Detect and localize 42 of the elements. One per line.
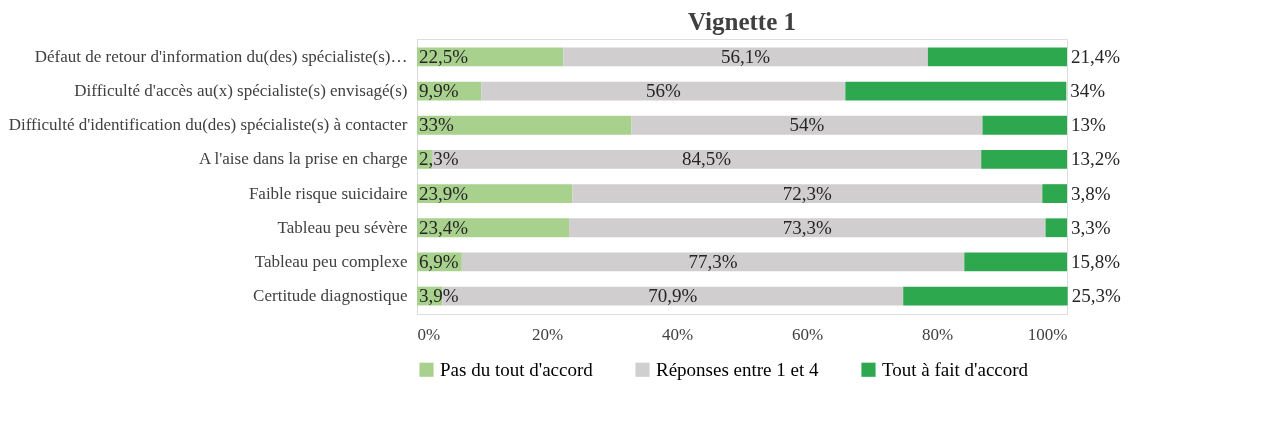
- y-tick-label: Difficulté d'identification du(des) spécialiste(s) à contacter: [8, 115, 408, 135]
- data-label: 56,1%: [721, 45, 771, 67]
- y-tick-label: Certitude diagnostique: [253, 286, 408, 306]
- data-label: 34%: [1070, 80, 1106, 102]
- x-tick-label: 0%: [417, 324, 441, 344]
- data-label: 21,4%: [1071, 45, 1121, 67]
- data-label: 23,4%: [419, 216, 469, 238]
- data-label: 3,3%: [1071, 216, 1111, 238]
- data-label: 70,9%: [648, 285, 698, 307]
- data-label: 25,3%: [1071, 285, 1121, 307]
- x-tick-label: 20%: [531, 324, 564, 344]
- legend-label: Pas du tout d'accord: [440, 358, 594, 380]
- legend-label: Réponses entre 1 et 4: [656, 358, 820, 380]
- y-tick-label: Tableau peu complexe: [254, 251, 408, 271]
- data-label: 56%: [645, 80, 681, 102]
- data-label: 22,5%: [419, 45, 469, 67]
- data-label: 54%: [789, 114, 825, 136]
- chart-title: Vignette 1: [687, 8, 797, 35]
- y-tick-label: Défaut de retour d'information du(des) spécialiste(s)…: [34, 46, 408, 66]
- x-tick-label: 60%: [791, 324, 824, 344]
- data-label: 23,9%: [419, 182, 469, 204]
- data-label: 84,5%: [682, 148, 732, 170]
- data-label: 15,8%: [1071, 250, 1121, 272]
- data-label: 13%: [1071, 114, 1106, 136]
- x-tick-label: 80%: [921, 324, 954, 344]
- y-tick-label: Tableau peu sévère: [277, 217, 408, 237]
- x-tick-label: 100%: [1027, 324, 1068, 344]
- data-label: 2,3%: [419, 148, 459, 170]
- data-label: 73,3%: [782, 216, 833, 238]
- data-label: 6,9%: [419, 250, 459, 272]
- data-label: 33%: [419, 114, 454, 136]
- x-tick-label: 40%: [661, 324, 694, 344]
- data-label: 13,2%: [1071, 148, 1121, 170]
- data-label: 9,9%: [419, 80, 459, 102]
- data-label: 77,3%: [688, 250, 738, 272]
- y-tick-label: Difficulté d'accès au(x) spécialiste(s) envisagé(s): [74, 81, 408, 101]
- y-tick-label: Faible risque suicidaire: [248, 183, 408, 203]
- y-tick-label: A l'aise dans la prise en charge: [198, 149, 408, 169]
- data-label: 3,9%: [419, 285, 459, 307]
- data-label: 3,8%: [1071, 182, 1111, 204]
- legend-label: Tout à fait d'accord: [882, 358, 1029, 380]
- data-label: 72,3%: [782, 182, 833, 204]
